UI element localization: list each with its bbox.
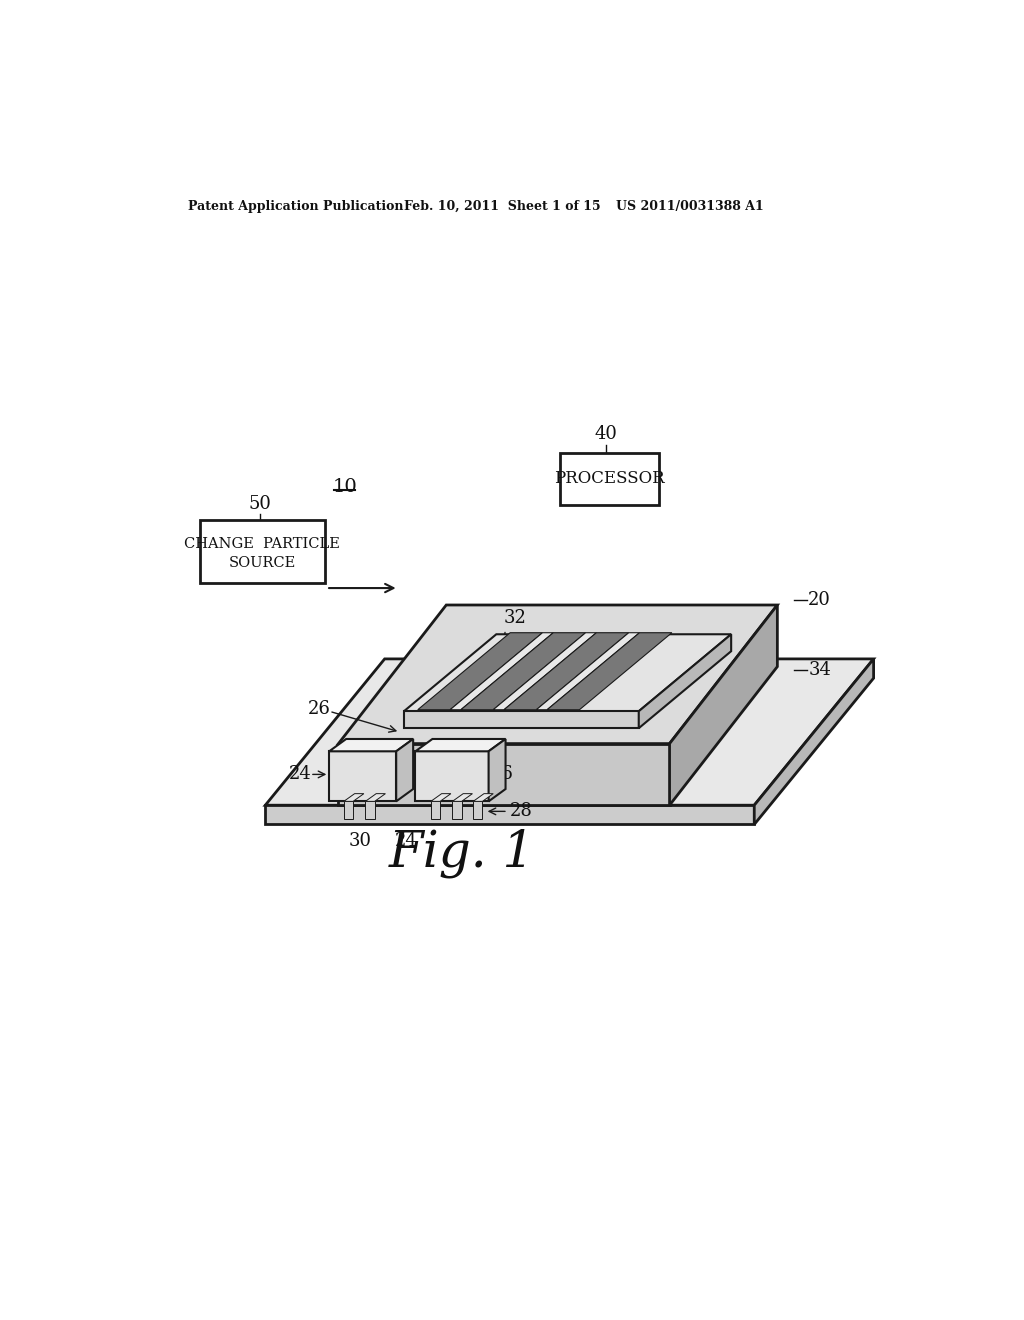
Polygon shape — [547, 632, 672, 710]
Polygon shape — [344, 793, 364, 801]
Polygon shape — [339, 605, 777, 743]
Polygon shape — [488, 739, 506, 801]
Text: 26: 26 — [308, 700, 331, 718]
Polygon shape — [639, 635, 731, 729]
Text: Patent Application Publication: Patent Application Publication — [188, 199, 403, 213]
Text: 40: 40 — [595, 425, 617, 444]
Polygon shape — [418, 632, 543, 710]
Polygon shape — [403, 635, 731, 711]
Polygon shape — [431, 793, 451, 801]
Text: Fig. 1: Fig. 1 — [388, 829, 535, 878]
Polygon shape — [265, 805, 755, 825]
Text: 28: 28 — [509, 803, 532, 820]
Text: 24: 24 — [289, 766, 311, 783]
Text: PROCESSOR: PROCESSOR — [554, 470, 665, 487]
Text: 32: 32 — [504, 609, 527, 627]
Polygon shape — [755, 659, 873, 825]
Bar — [560, 453, 658, 506]
Polygon shape — [366, 801, 375, 818]
Text: 30: 30 — [348, 832, 372, 850]
Text: 26: 26 — [490, 766, 514, 783]
Polygon shape — [473, 793, 494, 801]
Polygon shape — [265, 659, 873, 805]
Bar — [200, 520, 325, 583]
Polygon shape — [416, 739, 506, 751]
Polygon shape — [330, 751, 396, 801]
Polygon shape — [473, 801, 482, 818]
Polygon shape — [344, 801, 353, 818]
Polygon shape — [670, 605, 777, 805]
Polygon shape — [403, 711, 639, 729]
Polygon shape — [431, 801, 440, 818]
Text: CHANGE  PARTICLE: CHANGE PARTICLE — [184, 537, 340, 552]
Polygon shape — [461, 632, 586, 710]
Polygon shape — [494, 632, 596, 710]
Polygon shape — [504, 632, 629, 710]
Polygon shape — [416, 751, 488, 801]
Text: Feb. 10, 2011  Sheet 1 of 15: Feb. 10, 2011 Sheet 1 of 15 — [403, 199, 600, 213]
Polygon shape — [453, 793, 472, 801]
Polygon shape — [451, 632, 553, 710]
Text: 34: 34 — [808, 661, 831, 680]
Polygon shape — [366, 793, 385, 801]
Text: 20: 20 — [808, 590, 831, 609]
Text: 24: 24 — [395, 832, 418, 850]
Text: 22: 22 — [600, 681, 623, 698]
Polygon shape — [330, 739, 413, 751]
Polygon shape — [453, 801, 462, 818]
Text: US 2011/0031388 A1: US 2011/0031388 A1 — [615, 199, 764, 213]
Polygon shape — [537, 632, 640, 710]
Polygon shape — [396, 739, 413, 801]
Text: 10: 10 — [332, 478, 357, 496]
Polygon shape — [339, 743, 670, 805]
Text: SOURCE: SOURCE — [228, 556, 296, 570]
Text: 50: 50 — [249, 495, 271, 512]
